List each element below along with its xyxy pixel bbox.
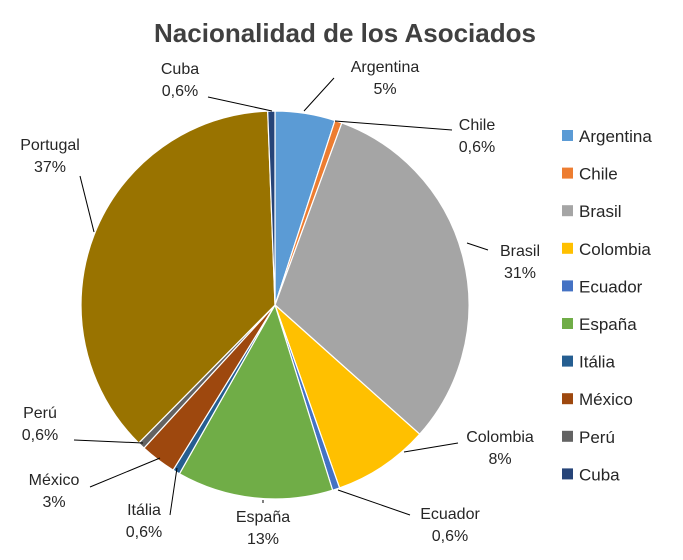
legend-item-mexico: México (562, 390, 633, 409)
legend-label-espana: España (579, 315, 637, 334)
legend-label-ecuador: Ecuador (579, 277, 643, 296)
leader-line-ecuador (337, 489, 411, 516)
data-label-value-chile: 0,6% (459, 139, 495, 156)
data-label-name-brasil: Brasil (500, 243, 540, 260)
legend-swatch-cuba (562, 468, 573, 480)
legend-label-chile: Chile (579, 165, 618, 184)
legend-swatch-argentina (562, 130, 573, 141)
data-label-value-brasil: 31% (504, 265, 536, 282)
data-label-name-argentina: Argentina (351, 59, 420, 76)
data-label-name-ecuador: Ecuador (420, 506, 480, 523)
data-label-value-colombia: 8% (488, 451, 511, 468)
legend: Argentina Chile Brasil Colombia Ecuador Españ… (562, 127, 652, 484)
legend-item-argentina: Argentina (562, 127, 652, 146)
pie-slice-brasil (274, 122, 470, 436)
data-label-value-cuba: 0,6% (162, 83, 198, 100)
legend-item-chile: Chile (562, 165, 618, 184)
pie-slice-colombia (274, 304, 421, 489)
legend-swatch-colombia (562, 242, 573, 254)
data-label-name-colombia: Colombia (466, 429, 534, 446)
data-label-name-chile: Chile (459, 117, 496, 134)
legend-item-colombia: Colombia (562, 240, 651, 259)
data-label-value-peru: 0,6% (22, 427, 58, 444)
legend-label-colombia: Colombia (579, 240, 651, 259)
legend-label-mexico: México (579, 390, 633, 409)
data-label-value-espana: 13% (247, 531, 279, 548)
data-label-value-italia: 0,6% (126, 524, 162, 541)
legend-swatch-espana (562, 318, 573, 329)
leader-line-brasil (466, 242, 489, 251)
legend-item-cuba: Cuba (562, 465, 620, 484)
chart-title: Nacionalidad de los Asociados (154, 18, 536, 48)
leader-line-portugal (79, 175, 95, 233)
legend-label-argentina: Argentina (579, 127, 652, 146)
legend-swatch-chile (562, 167, 573, 179)
data-labels: Argentina 5% Chile 0,6% Brasil 31% Colombia 8% E… (20, 59, 540, 548)
legend-swatch-ecuador (562, 280, 573, 292)
data-label-value-ecuador: 0,6% (432, 528, 468, 545)
leader-line-chile (334, 120, 453, 131)
data-label-value-portugal: 37% (34, 159, 66, 176)
data-label-value-argentina: 5% (373, 81, 396, 98)
data-label-name-peru: Perú (23, 405, 57, 422)
legend-item-italia: Itália (562, 353, 615, 372)
legend-swatch-italia (562, 355, 573, 367)
data-label-value-mexico: 3% (42, 494, 65, 511)
leader-line-cuba (207, 96, 273, 112)
leader-line-peru (73, 439, 144, 444)
legend-label-brasil: Brasil (579, 202, 622, 221)
data-label-name-espana: España (236, 509, 290, 526)
pie-slice-espana (178, 303, 334, 500)
leader-lines (73, 77, 489, 516)
legend-item-peru: Perú (562, 428, 615, 447)
leader-line-mexico (89, 457, 161, 488)
legend-item-espana: España (562, 315, 637, 334)
data-label-name-mexico: México (29, 472, 80, 489)
legend-swatch-brasil (562, 205, 573, 217)
legend-label-cuba: Cuba (579, 465, 620, 484)
legend-item-ecuador: Ecuador (562, 277, 643, 296)
leader-line-italia (169, 467, 178, 516)
legend-label-italia: Itália (579, 353, 615, 372)
leader-line-colombia (403, 442, 459, 453)
pie-slices (80, 110, 470, 500)
legend-swatch-mexico (562, 393, 573, 405)
data-label-name-portugal: Portugal (20, 137, 80, 154)
legend-swatch-peru (562, 430, 573, 442)
pie-slice-portugal (80, 110, 276, 444)
data-label-name-cuba: Cuba (161, 61, 199, 78)
leader-line-argentina (303, 77, 335, 112)
legend-item-brasil: Brasil (562, 202, 622, 221)
data-label-name-italia: Itália (127, 502, 161, 519)
legend-label-peru: Perú (579, 428, 615, 447)
